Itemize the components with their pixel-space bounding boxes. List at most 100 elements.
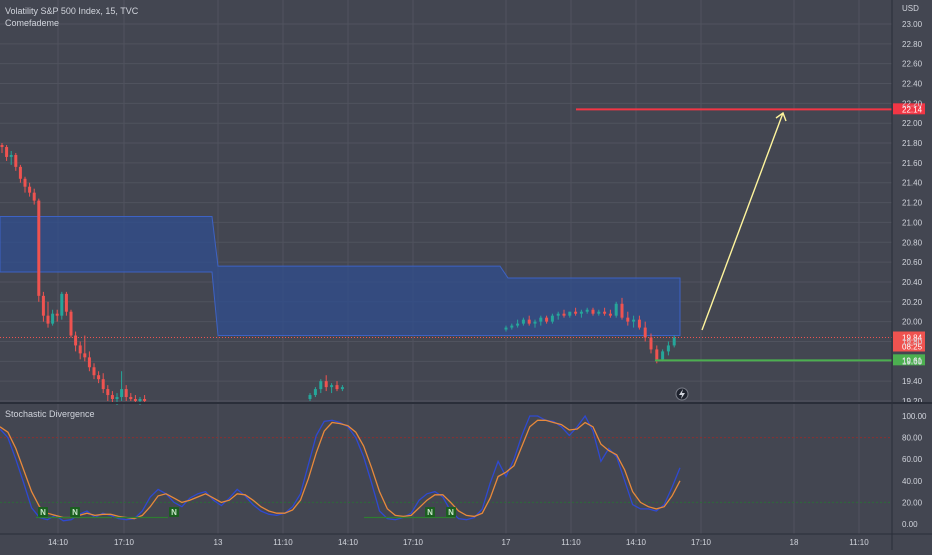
candle-body [637, 319, 641, 328]
stoch-tick-label: 20.00 [902, 498, 923, 507]
candle-body [672, 337, 676, 346]
n-marker-label: N [448, 508, 454, 517]
price-tick-label: 19.60 [902, 357, 923, 366]
candle-body [504, 327, 508, 330]
support-price-text: 19.61 [902, 356, 923, 365]
overlay [675, 111, 787, 401]
candle-body [579, 311, 583, 314]
price-tick-label: 21.60 [902, 159, 923, 168]
candle-body [313, 389, 317, 396]
candle-body [23, 178, 27, 187]
candle-body [568, 311, 572, 316]
time-tick-label: 14:10 [338, 538, 359, 547]
time-tick-label: 11:10 [849, 538, 869, 547]
indicator-name: Comefademe [5, 18, 60, 28]
price-tick-label: 23.00 [902, 20, 923, 29]
candle-body [620, 303, 624, 318]
candle-body [510, 325, 514, 328]
candle-body [556, 313, 560, 316]
candle-body [106, 389, 110, 396]
candle-body [46, 315, 50, 324]
time-tick-label: 17:10 [403, 538, 424, 547]
n-marker [38, 507, 48, 517]
candle-body [632, 319, 636, 322]
n-marker [425, 507, 435, 517]
candle-body [133, 399, 137, 401]
price-tick-label: 19.20 [902, 397, 923, 406]
stoch-tick-label: 100.00 [902, 412, 927, 421]
price-tick-label: 22.40 [902, 80, 923, 89]
price-channel [0, 215, 681, 337]
n-marker-label: N [40, 508, 46, 517]
time-tick-label: 14:10 [48, 538, 69, 547]
n-marker-label: N [171, 508, 177, 517]
n-marker [70, 507, 80, 517]
stoch-tick-label: 40.00 [902, 477, 923, 486]
time-tick-label: 17 [502, 538, 511, 547]
candle-body [124, 389, 128, 398]
candle-body [643, 327, 647, 338]
time-tick-label: 14:10 [626, 538, 647, 547]
projection-arrow-shaft [701, 112, 784, 331]
candle-body [655, 349, 659, 360]
candle-body [87, 357, 91, 368]
price-tick-label: 22.00 [902, 119, 923, 128]
candle-body [614, 303, 618, 316]
candle-body [550, 315, 554, 322]
n-marker-label: N [427, 508, 433, 517]
chart-title: Volatility S&P 500 Index, 15, TVC [5, 6, 139, 16]
time-tick-label: 18 [790, 538, 799, 547]
candle-body [92, 367, 96, 376]
candle-body [516, 323, 520, 326]
candle-body [608, 313, 612, 316]
candle-body [51, 313, 55, 324]
candle-body [533, 321, 537, 324]
candle-body [18, 166, 22, 179]
candle-body [138, 399, 142, 401]
stoch-d-line [0, 419, 681, 520]
target-price-tag [893, 103, 925, 115]
candle-body [308, 395, 312, 400]
candle-body [603, 311, 607, 314]
candle-body [101, 379, 105, 390]
candle-body [585, 309, 589, 312]
candle-body [330, 385, 334, 388]
candle-body [324, 381, 328, 388]
candle-body [9, 154, 13, 157]
n-marker-label: N [72, 508, 78, 517]
candle-body [120, 389, 124, 398]
candle-body [37, 200, 41, 296]
price-tick-label: 20.80 [902, 238, 923, 247]
stoch-k-line [0, 414, 681, 522]
candle-body [110, 395, 114, 400]
stoch-tick-label: 60.00 [902, 455, 923, 464]
candle-body [74, 335, 78, 346]
price-tick-label: 19.80 [902, 337, 923, 346]
price-tick-label: 20.40 [902, 278, 923, 287]
price-tick-label: 22.60 [902, 60, 923, 69]
price-tick-label: 21.80 [902, 139, 923, 148]
last-price-tag [893, 331, 925, 352]
price-tick-label: 20.20 [902, 298, 923, 307]
time-tick-label: 13 [214, 538, 223, 547]
support-price-tag [893, 354, 925, 366]
n-marker [169, 507, 179, 517]
price-tick-label: 21.00 [902, 218, 923, 227]
stochastic-title: Stochastic Divergence [5, 409, 95, 419]
countdown-text: 08:25 [902, 343, 923, 352]
time-tick-label: 11:10 [273, 538, 293, 547]
candle-body [626, 317, 630, 322]
candle-body [78, 345, 82, 354]
candle-body [661, 351, 665, 360]
candle-body [5, 147, 9, 157]
time-tick-label: 17:10 [114, 538, 135, 547]
candle-body [539, 317, 543, 322]
candle-body [527, 319, 531, 324]
price-tick-label: 21.40 [902, 179, 923, 188]
candle-body [666, 345, 670, 352]
